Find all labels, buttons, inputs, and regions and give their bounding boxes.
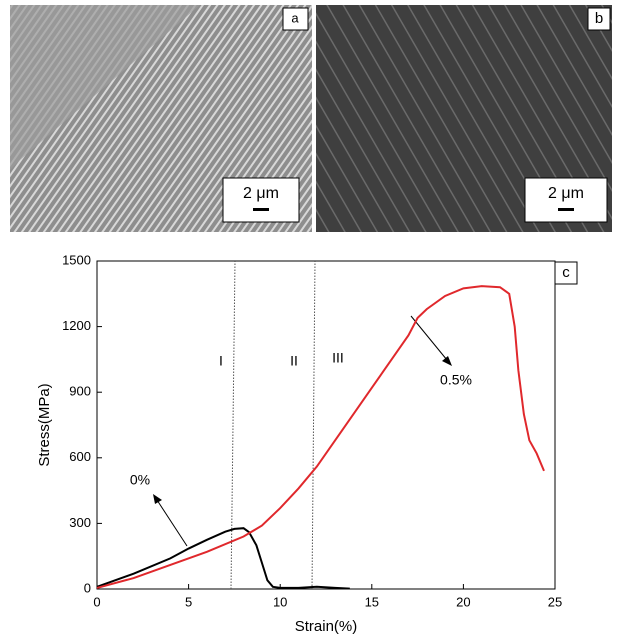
- x-tick-label: 25: [548, 594, 562, 609]
- micrograph-b: b 2 μm: [316, 5, 612, 232]
- y-tick-label: 300: [69, 515, 91, 530]
- figure: a 2 μm b 2 μm c Strain(%) Stress(MPa) I …: [0, 0, 618, 639]
- x-tick-label: 0: [93, 594, 100, 609]
- series-line: [97, 286, 544, 588]
- panel-label: b: [595, 10, 603, 27]
- y-tick-label: 1500: [62, 252, 91, 267]
- x-axis-label: Strain(%): [295, 618, 358, 635]
- panel-label: c: [562, 264, 570, 281]
- series-label: 0%: [130, 472, 150, 488]
- x-tick-label: 5: [185, 594, 192, 609]
- y-axis-label: Stress(MPa): [36, 383, 53, 466]
- series-label: 0.5%: [440, 372, 472, 388]
- arrow: [153, 316, 452, 546]
- region-boundary: [312, 261, 315, 589]
- chart: c Strain(%) Stress(MPa) I II III 0% 0.5%…: [36, 252, 577, 635]
- y-tick-label: 600: [69, 449, 91, 464]
- scale-label: 2 μm: [243, 185, 279, 202]
- region-label: III: [332, 350, 344, 366]
- y-tick-label: 1200: [62, 318, 91, 333]
- plot-frame: [97, 261, 555, 589]
- panel-label: a: [291, 10, 299, 25]
- y-tick-label: 900: [69, 384, 91, 399]
- scale-label: 2 μm: [548, 185, 584, 202]
- x-tick-label: 20: [456, 594, 470, 609]
- region-label: I: [219, 353, 223, 369]
- y-tick-label: 0: [84, 580, 91, 595]
- x-tick-label: 10: [273, 594, 287, 609]
- region-label: II: [290, 353, 298, 369]
- x-tick-label: 15: [365, 594, 379, 609]
- micrograph-a: a 2 μm: [10, 5, 312, 232]
